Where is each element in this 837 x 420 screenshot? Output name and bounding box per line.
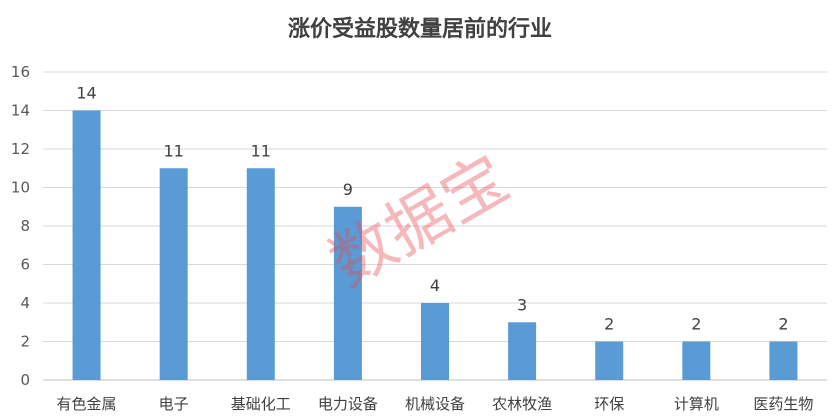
y-tick-label: 4 bbox=[20, 294, 30, 312]
x-tick-label: 医药生物 bbox=[753, 395, 813, 413]
bar bbox=[333, 206, 362, 380]
y-tick-label: 0 bbox=[20, 371, 30, 389]
watermark: 数据宝 bbox=[318, 142, 521, 302]
data-label: 3 bbox=[517, 295, 527, 314]
chart-title: 涨价受益股数量居前的行业 bbox=[288, 16, 552, 42]
x-tick-label: 计算机 bbox=[674, 395, 719, 413]
bar bbox=[595, 341, 624, 380]
data-label: 11 bbox=[163, 141, 183, 160]
data-label: 2 bbox=[604, 315, 614, 334]
x-tick-label: 基础化工 bbox=[231, 395, 291, 413]
bar bbox=[72, 110, 101, 380]
y-tick-label: 10 bbox=[11, 179, 30, 197]
x-tick-label: 机械设备 bbox=[405, 395, 465, 413]
bar bbox=[159, 168, 188, 380]
y-tick-label: 8 bbox=[20, 217, 30, 235]
data-label: 11 bbox=[251, 141, 271, 160]
y-tick-label: 14 bbox=[11, 102, 30, 120]
y-tick-label: 16 bbox=[11, 63, 30, 81]
data-label: 2 bbox=[691, 315, 701, 334]
bar bbox=[421, 303, 449, 380]
bar bbox=[246, 168, 275, 380]
x-tick-label: 电力设备 bbox=[318, 395, 378, 413]
y-tick-label: 12 bbox=[11, 140, 30, 158]
data-label: 2 bbox=[778, 315, 788, 334]
bar bbox=[508, 322, 537, 380]
x-tick-label: 环保 bbox=[594, 395, 624, 413]
bar bbox=[769, 341, 798, 380]
data-label: 14 bbox=[76, 84, 96, 103]
x-tick-label: 电子 bbox=[159, 395, 189, 413]
x-tick-label: 农林牧渔 bbox=[492, 395, 552, 413]
data-label: 4 bbox=[430, 276, 440, 295]
y-tick-label: 2 bbox=[20, 333, 30, 351]
data-label: 9 bbox=[343, 180, 353, 199]
x-tick-label: 有色金属 bbox=[57, 395, 117, 413]
bar bbox=[682, 341, 711, 380]
y-tick-label: 6 bbox=[20, 256, 30, 274]
